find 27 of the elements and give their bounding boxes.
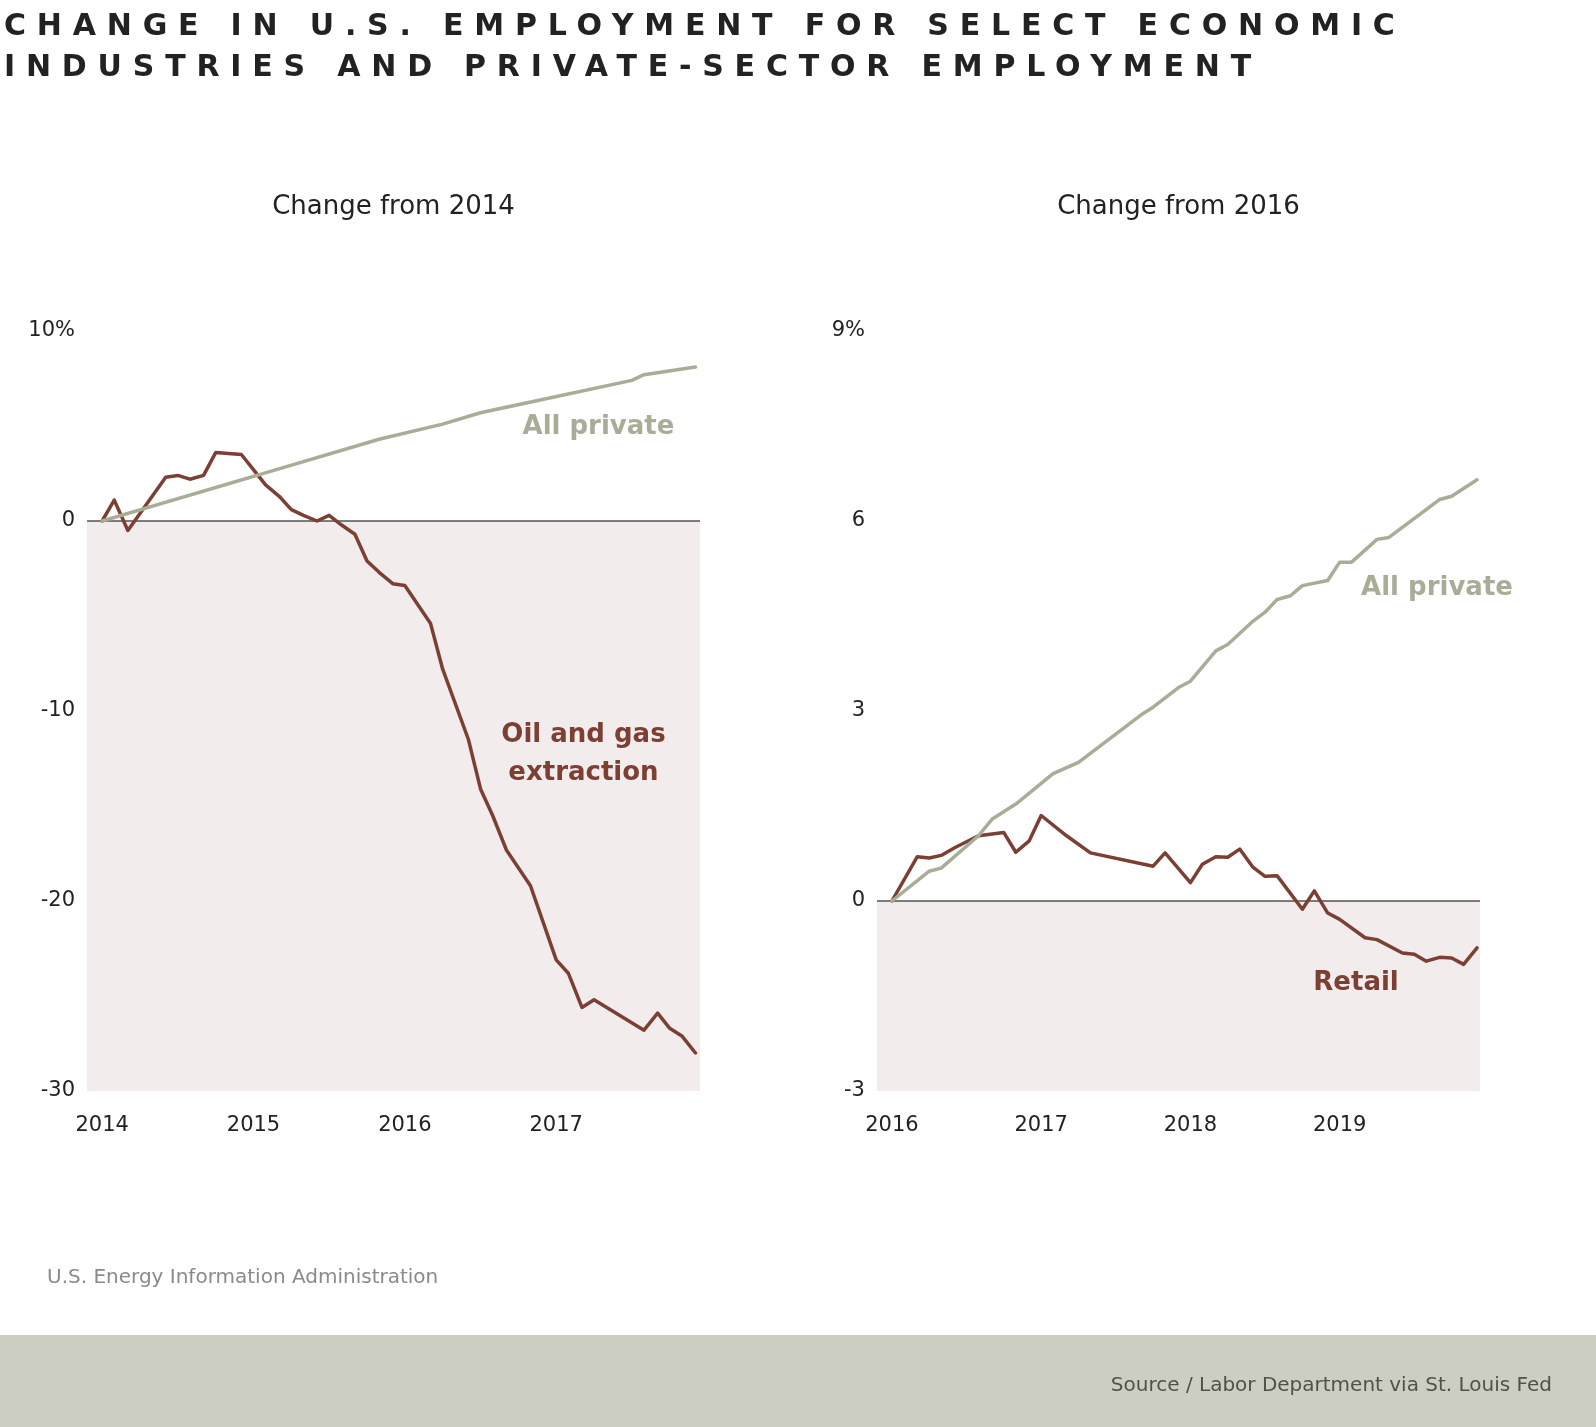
series-label: All private [522, 409, 675, 440]
x-tick-label: 2017 [1014, 1112, 1068, 1137]
x-tick-label: 2015 [226, 1112, 281, 1137]
y-tick-label: -3 [844, 1077, 865, 1102]
y-tick-label: 6 [851, 507, 865, 532]
y-tick-label: 0 [851, 887, 865, 912]
series-label: Retail [1313, 965, 1399, 996]
x-tick-label: 2014 [75, 1112, 129, 1137]
y-tick-label: 0 [61, 507, 75, 532]
x-tick-label: 2016 [378, 1112, 432, 1137]
series-label: All private [1361, 570, 1513, 601]
source-note: Source / Labor Department via St. Louis Fed [1110, 1372, 1552, 1396]
y-tick-label: 3 [851, 697, 865, 722]
text: U.S. Energy Information Administration [47, 1264, 439, 1288]
series-label: Oil and gas extraction [501, 717, 666, 786]
chart-subtitle: Change from 2014 [271, 190, 516, 220]
y-tick-label: -30 [40, 1077, 75, 1102]
x-tick-label: 2016 [865, 1112, 919, 1137]
chart-subtitle: Change from 2016 [1056, 190, 1301, 220]
y-tick-label: -20 [40, 887, 75, 912]
chart-title: CHANGE IN U.S. EMPLOYMENT FOR SELECT ECONOMIC INDUSTRIES AND PRIVATE-SECTOR EMPLOYMENT [4, 6, 1407, 85]
y-tick-label: 10% [28, 317, 75, 342]
y-tick-label: 9% [831, 317, 865, 342]
x-tick-label: 2019 [1312, 1112, 1367, 1137]
x-tick-label: 2017 [529, 1112, 583, 1137]
y-tick-label: -10 [40, 697, 75, 722]
x-tick-label: 2018 [1163, 1112, 1218, 1137]
